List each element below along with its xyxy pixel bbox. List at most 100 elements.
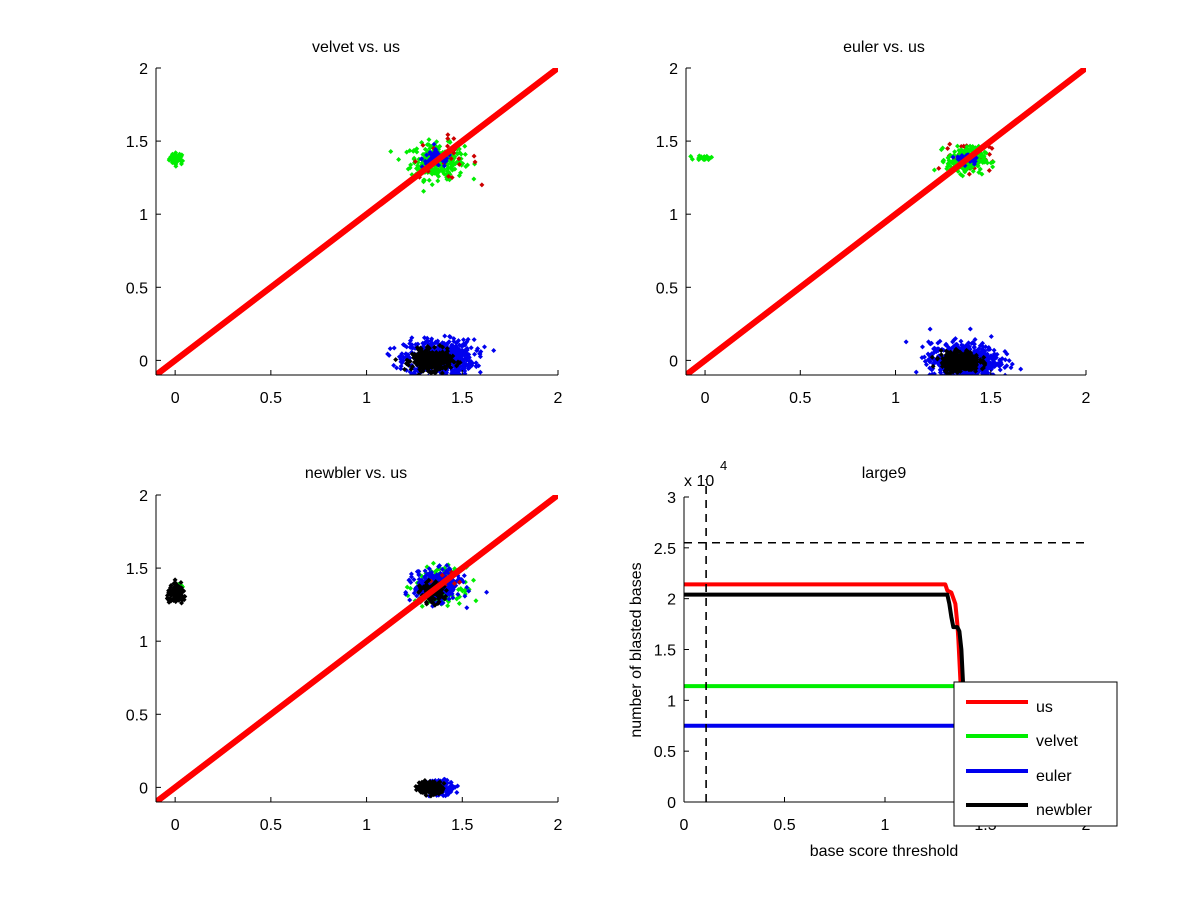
point-euler <box>441 163 447 169</box>
point-euler <box>972 336 978 342</box>
diagonal-line-overlay <box>156 495 558 802</box>
point-us <box>451 580 457 586</box>
chart-title: large9 <box>862 465 907 482</box>
y-tick-label: 0 <box>669 353 678 370</box>
y-multiplier-label: x 10 <box>684 473 714 490</box>
point-euler <box>407 597 413 603</box>
y-tick-label: 2 <box>139 61 148 78</box>
point-euler <box>1002 372 1008 375</box>
cluster-velvet <box>166 150 186 169</box>
point-euler <box>440 340 446 346</box>
axes: 0 0.5 1 1.5 2 0 0.5 1 1.5 2 <box>656 61 1091 407</box>
point-euler <box>456 368 462 374</box>
point-newbler <box>178 579 184 585</box>
x-tick-label: 0.5 <box>260 390 282 407</box>
point-newbler <box>172 577 178 583</box>
point-newbler <box>433 579 439 585</box>
y-multiplier-exponent: 4 <box>720 458 727 473</box>
point-velvet <box>706 157 712 163</box>
point-velvet <box>180 158 186 164</box>
point-euler <box>461 360 467 366</box>
cluster-newbler <box>929 346 988 375</box>
point-newbler <box>940 361 946 367</box>
point-euler <box>454 790 460 796</box>
x-tick-label: 2 <box>1082 390 1091 407</box>
point-euler <box>429 336 435 342</box>
point-euler <box>981 350 987 356</box>
point-euler <box>458 355 464 361</box>
point-euler <box>391 362 397 368</box>
point-velvet <box>426 137 432 143</box>
point-euler <box>456 349 462 355</box>
point-velvet <box>419 603 425 609</box>
point-euler <box>428 156 434 162</box>
chart-title: euler vs. us <box>843 39 925 56</box>
point-euler <box>406 577 412 583</box>
point-euler <box>403 351 409 357</box>
point-us <box>445 143 451 149</box>
point-euler <box>957 372 963 375</box>
point-newbler <box>432 367 438 373</box>
point-newbler <box>430 358 436 364</box>
point-us <box>989 145 995 151</box>
point-velvet <box>396 156 402 162</box>
point-newbler <box>450 353 456 359</box>
point-velvet <box>700 154 706 160</box>
point-euler <box>958 338 964 344</box>
plot-area <box>686 68 1086 375</box>
point-euler <box>447 334 453 340</box>
point-velvet <box>955 143 961 149</box>
point-velvet <box>931 167 937 173</box>
point-velvet <box>462 143 468 149</box>
point-euler <box>991 360 997 366</box>
point-euler <box>990 372 996 375</box>
point-newbler <box>959 358 965 364</box>
point-newbler <box>438 784 444 790</box>
point-euler <box>971 344 977 350</box>
point-euler <box>463 340 469 346</box>
point-velvet <box>962 169 968 175</box>
chart-title: newbler vs. us <box>305 465 407 482</box>
point-newbler <box>441 780 447 786</box>
point-euler <box>997 357 1003 363</box>
point-euler <box>1018 366 1024 372</box>
point-newbler <box>929 354 935 360</box>
point-newbler <box>416 583 422 589</box>
point-newbler <box>955 348 961 354</box>
point-euler <box>409 335 415 341</box>
point-euler <box>466 588 472 594</box>
point-newbler <box>432 602 438 608</box>
point-euler <box>925 351 931 357</box>
point-euler <box>995 360 1001 366</box>
point-euler <box>416 580 422 586</box>
point-newbler <box>950 363 956 369</box>
point-euler <box>426 566 432 572</box>
point-euler <box>929 351 935 357</box>
point-euler <box>913 369 919 375</box>
scatter-marks <box>686 68 1086 375</box>
plot-area <box>156 68 558 375</box>
point-newbler <box>943 348 949 354</box>
point-velvet <box>949 159 955 165</box>
point-euler <box>414 569 420 575</box>
point-newbler <box>439 370 445 375</box>
point-newbler <box>948 369 954 375</box>
point-euler <box>986 364 992 370</box>
point-newbler <box>457 359 463 365</box>
point-newbler <box>425 368 431 374</box>
axes: 0 0.5 1 1.5 2 0 0.5 1 1.5 2 <box>126 488 563 834</box>
point-euler <box>434 150 440 156</box>
point-newbler <box>414 345 420 351</box>
x-tick-label: 0 <box>171 817 180 834</box>
point-newbler <box>437 366 443 372</box>
point-us <box>449 175 455 181</box>
y-tick-label: 2.5 <box>654 541 676 558</box>
point-euler <box>986 345 992 351</box>
point-euler <box>387 346 393 352</box>
point-velvet <box>990 164 996 170</box>
point-euler <box>464 584 470 590</box>
point-newbler <box>168 583 174 589</box>
point-euler <box>969 372 974 375</box>
point-euler <box>950 154 956 160</box>
point-euler <box>462 593 468 599</box>
